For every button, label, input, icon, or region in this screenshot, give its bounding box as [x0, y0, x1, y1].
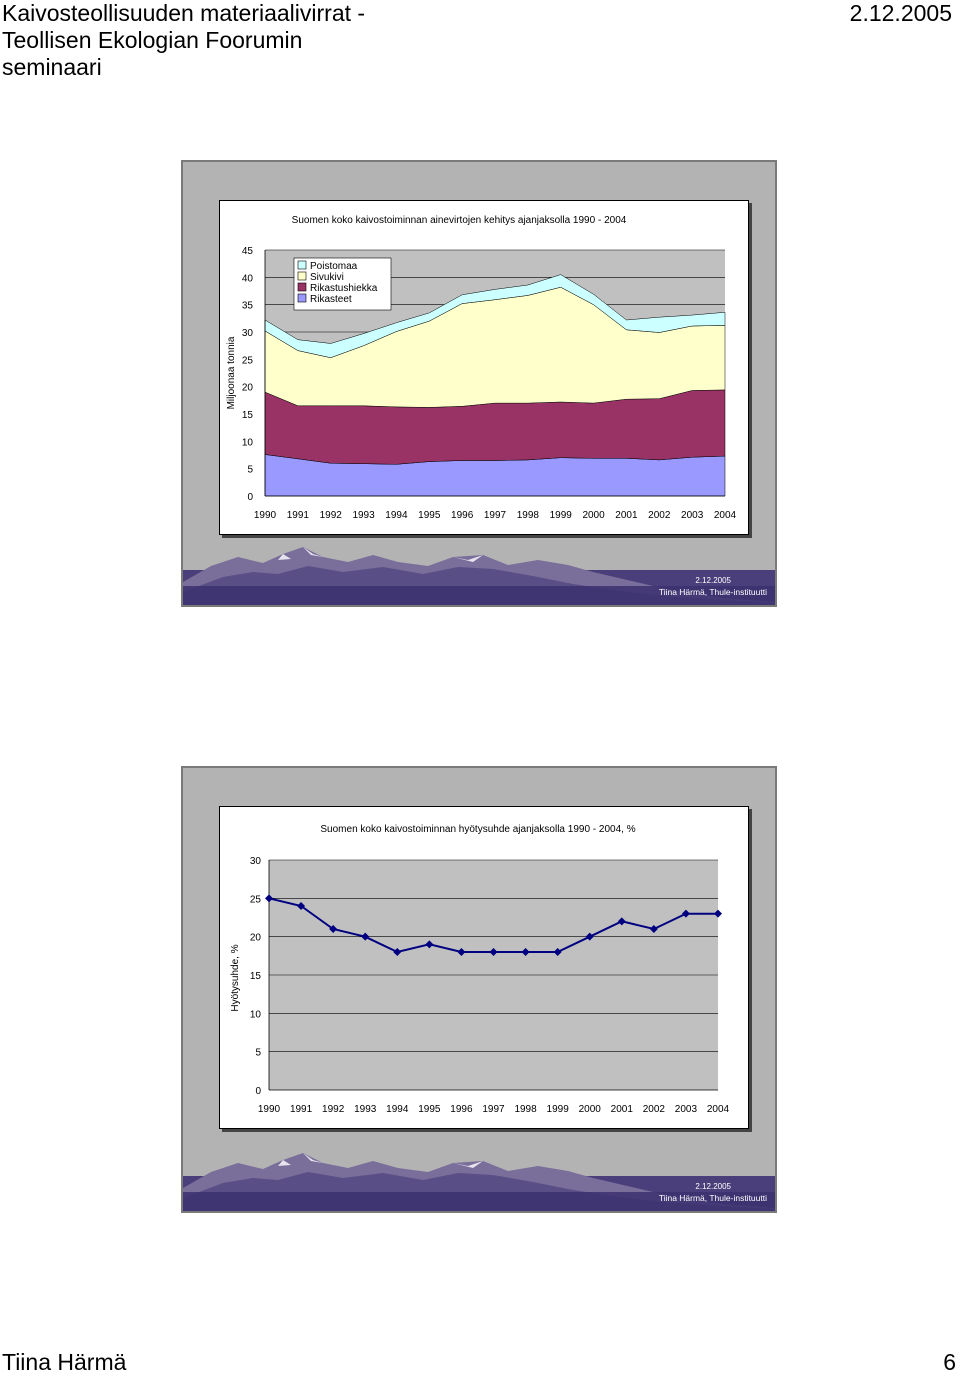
legend-swatch	[297, 260, 307, 270]
data-point-2003	[681, 909, 690, 918]
data-point-1997	[489, 948, 498, 956]
page-header-title: Kaivosteollisuuden materiaalivirrat - Te…	[2, 0, 366, 80]
x-tick-label: 2001	[611, 1104, 634, 1115]
x-tick-label: 1998	[517, 510, 540, 521]
x-tick-label: 2000	[579, 1104, 602, 1115]
data-point-1994	[393, 948, 402, 956]
data-point-2004	[714, 909, 722, 918]
slide-footer-date: 2.12.2005	[695, 1182, 731, 1191]
y-tick-label: 45	[242, 246, 254, 257]
material-flows-area-chart: 0 5 10 15 20 25 30 35 40 45 1990 1991 1992 1993 1994 19…	[226, 215, 737, 521]
x-tick-label: 1999	[547, 1104, 570, 1115]
x-tick-label: 1996	[451, 510, 474, 521]
x-tick-label: 1991	[290, 1104, 313, 1115]
y-tick-label: 35	[242, 301, 254, 312]
x-tick-label: 1993	[354, 1104, 377, 1115]
y-tick-label: 25	[242, 355, 254, 366]
legend-swatch	[297, 282, 307, 292]
mountain-banner	[183, 547, 775, 605]
x-tick-label: 1999	[550, 510, 573, 521]
x-tick-label: 2003	[675, 1104, 698, 1115]
x-tick-label: 1990	[258, 1104, 281, 1115]
x-tick-label: 1995	[418, 1104, 441, 1115]
slide-efficiency: 0 5 10 15 20 25 30 1990 1991 1992 1993 1994 1995 1996…	[181, 766, 777, 1213]
legend-label: Rikastushiekka	[310, 283, 378, 294]
data-point-1998	[521, 948, 530, 956]
x-tick-label: 1997	[482, 1104, 505, 1115]
y-tick-label: 15	[242, 410, 254, 421]
y-tick-label: 5	[255, 1048, 261, 1059]
x-tick-label: 1994	[386, 1104, 409, 1115]
y-tick-label: 40	[242, 273, 254, 284]
legend-label: Poistomaa	[310, 261, 358, 272]
x-tick-label: 2002	[643, 1104, 666, 1115]
y-tick-label: 15	[250, 971, 262, 982]
x-tick-label: 1996	[450, 1104, 473, 1115]
efficiency-line-chart: 0 5 10 15 20 25 30 1990 1991 1992 1993 1994 1995 1996…	[230, 824, 730, 1115]
chart-title: Suomen koko kaivostoiminnan hyötysuhde a…	[320, 824, 635, 835]
data-point-1991	[297, 902, 306, 910]
data-point-1995	[425, 940, 434, 949]
data-point-1993	[361, 932, 370, 941]
legend-label: Sivukivi	[310, 272, 344, 283]
y-axis-label: Hyötysuhde, %	[230, 944, 241, 1011]
legend-box	[293, 257, 392, 311]
x-tick-label: 1992	[320, 510, 343, 521]
y-axis-label: Miljoonaa tonnia	[226, 336, 237, 409]
x-tick-label: 2004	[714, 510, 737, 521]
legend-swatch	[297, 271, 307, 281]
y-tick-label: 0	[255, 1086, 261, 1097]
y-tick-label: 20	[242, 383, 254, 394]
data-point-2000	[585, 932, 594, 941]
x-tick-label: 1995	[418, 510, 441, 521]
x-tick-label: 1992	[322, 1104, 345, 1115]
data-point-2002	[649, 925, 658, 933]
data-point-1996	[457, 948, 466, 956]
area-series-poistomaa	[264, 274, 726, 358]
footer-author-name: Tiina Härmä	[2, 1349, 127, 1375]
page-number: 6	[943, 1349, 956, 1375]
x-tick-label: 1994	[385, 510, 408, 521]
chart-title: Suomen koko kaivostoiminnan ainevirtojen…	[292, 215, 627, 226]
x-tick-label: 2002	[648, 510, 671, 521]
x-tick-label: 1991	[287, 510, 310, 521]
y-tick-label: 5	[247, 465, 253, 476]
y-tick-label: 20	[250, 933, 262, 944]
legend-label: Rikasteet	[310, 294, 352, 305]
x-tick-label: 1993	[352, 510, 375, 521]
x-tick-label: 2004	[707, 1104, 730, 1115]
x-tick-label: 1990	[254, 510, 277, 521]
page-header-date: 2.12.2005	[849, 0, 952, 26]
data-point-1999	[553, 948, 562, 956]
x-tick-label: 2001	[615, 510, 638, 521]
x-tick-label: 2000	[582, 510, 605, 521]
y-tick-label: 10	[242, 437, 254, 448]
x-tick-label: 1998	[514, 1104, 537, 1115]
x-tick-label: 2003	[681, 510, 704, 521]
slide-material-flows: 0 5 10 15 20 25 30 35 40 45 1990 1991 1992 1993 1994 19…	[181, 160, 777, 607]
data-point-2001	[617, 917, 626, 926]
slide-footer-author: Tiina Härmä, Thule-instituutti	[658, 587, 767, 597]
y-tick-label: 0	[247, 492, 253, 503]
y-tick-label: 25	[250, 894, 262, 905]
data-point-1990	[265, 894, 273, 903]
y-tick-label: 10	[250, 1009, 262, 1020]
x-tick-label: 1997	[484, 510, 507, 521]
slide-footer-date: 2.12.2005	[695, 576, 731, 585]
y-tick-label: 30	[242, 328, 254, 339]
data-point-1992	[329, 925, 338, 933]
mountain-banner	[183, 1153, 775, 1211]
y-tick-label: 30	[250, 856, 262, 867]
legend-swatch	[297, 293, 307, 303]
slide-footer-author: Tiina Härmä, Thule-instituutti	[658, 1193, 767, 1203]
